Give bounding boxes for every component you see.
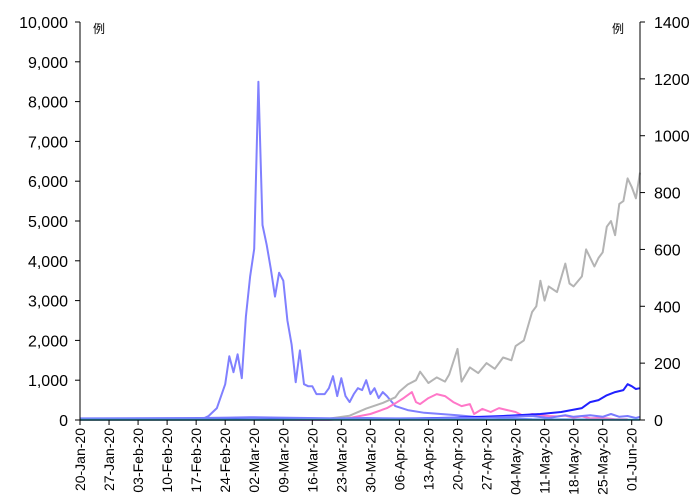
x-tick-label: 06-Apr-20 [391, 428, 407, 490]
series-line-5 [79, 413, 641, 420]
left-tick-label: 1,000 [28, 373, 68, 390]
left-tick-label: 10,000 [19, 15, 68, 32]
right-tick-label: 0 [654, 413, 663, 430]
series-line-2 [80, 391, 628, 421]
right-tick-label: 200 [654, 356, 681, 373]
x-tick-label: 25-May-20 [595, 428, 611, 495]
axes [79, 22, 641, 421]
x-tick-label: 16-Mar-20 [304, 428, 320, 493]
x-tick-label: 02-Mar-20 [246, 428, 262, 493]
x-tick-label: 20-Apr-20 [449, 428, 465, 490]
plot-series [79, 80, 641, 421]
left-tick-label: 6,000 [28, 174, 68, 191]
x-tick-label: 13-Apr-20 [420, 428, 436, 490]
x-tick-label: 11-May-20 [537, 428, 553, 494]
left-tick-label: 7,000 [28, 134, 68, 151]
left-tick-label: 0 [59, 413, 68, 430]
series-line-3 [80, 172, 641, 421]
x-tick-label: 18-May-20 [566, 428, 582, 495]
left-tick-label: 8,000 [28, 95, 68, 112]
right-tick-label: 1200 [654, 72, 690, 89]
x-tick-label: 24-Feb-20 [217, 428, 233, 493]
x-tick-label: 23-Mar-20 [333, 428, 349, 493]
left-tick-label: 3,000 [28, 294, 68, 311]
x-tick-label: 30-Mar-20 [362, 428, 378, 493]
left-tick-label: 2,000 [28, 333, 68, 350]
left-tick-label: 4,000 [28, 254, 68, 271]
x-tick-label: 27-Jan-20 [101, 428, 117, 491]
right-tick-label: 1000 [654, 129, 690, 146]
x-tick-label: 20-Jan-20 [72, 428, 88, 491]
left-axis-unit: 例 [93, 22, 105, 36]
left-axis-ticks: 0 1,000 2,000 3,000 4,000 5,000 6,000 7,000 8,00… [19, 15, 80, 430]
x-tick-label: 01-Jun-20 [624, 428, 640, 491]
x-tick-label: 04-May-20 [508, 428, 524, 495]
right-tick-label: 1400 [654, 15, 690, 32]
series-line-1 [80, 80, 628, 421]
x-axis-ticks: 20-Jan-20 27-Jan-20 03-Feb-20 10-Feb-20 17-F… [72, 420, 640, 495]
x-tick-label: 17-Feb-20 [188, 428, 204, 493]
right-tick-label: 600 [654, 242, 681, 259]
right-axis-ticks: 0 200 400 600 800 1000 1200 1400 [640, 15, 690, 430]
left-tick-label: 5,000 [28, 214, 68, 231]
right-tick-label: 400 [654, 299, 681, 316]
x-tick-label: 03-Feb-20 [130, 428, 146, 493]
right-axis-unit: 例 [612, 22, 624, 36]
right-tick-label: 800 [654, 186, 681, 203]
x-tick-label: 09-Mar-20 [275, 428, 291, 493]
left-tick-label: 9,000 [28, 55, 68, 72]
x-tick-label: 27-Apr-20 [479, 428, 495, 490]
x-tick-label: 10-Feb-20 [159, 428, 175, 493]
